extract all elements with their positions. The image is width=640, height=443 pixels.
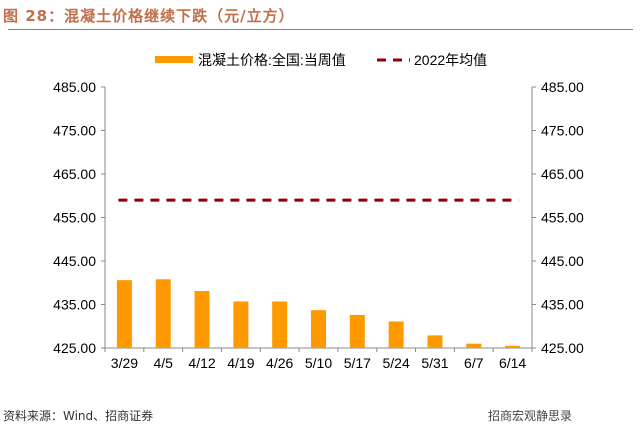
- bar-5/24: [388, 321, 404, 348]
- bar-5/31: [427, 335, 443, 348]
- x-tick-label: 4/12: [188, 355, 215, 371]
- x-tick-label: 6/7: [464, 355, 484, 371]
- bar-5/17: [349, 314, 365, 348]
- figure-title: 图 28：混凝土价格继续下跌（元/立方）: [3, 7, 295, 25]
- y-tick-label: 435.00: [53, 297, 96, 313]
- x-tick-label: 5/10: [305, 355, 332, 371]
- x-tick-label: 4/5: [153, 355, 173, 371]
- x-tick-label: 3/29: [111, 355, 138, 371]
- legend-bar-swatch: [155, 56, 193, 63]
- bar-3/29: [116, 280, 132, 348]
- source-note: 资料来源：Wind、招商证券: [3, 409, 154, 423]
- bar-4/12: [194, 291, 210, 348]
- bar-4/26: [272, 301, 288, 348]
- bar-5/10: [311, 310, 326, 348]
- y-tick-label: 485.00: [53, 79, 96, 95]
- x-tick-label: 5/24: [383, 355, 410, 371]
- y-tick-label: 425.00: [53, 340, 96, 356]
- right-y-tick-label: 475.00: [541, 123, 584, 139]
- y-tick-label: 465.00: [53, 166, 96, 182]
- right-y-tick-label: 465.00: [541, 166, 584, 182]
- legend-bar-label: 混凝土价格:全国:当周值: [198, 52, 346, 68]
- x-tick-label: 5/31: [421, 355, 448, 371]
- bar-4/5: [155, 279, 171, 348]
- watermark: 招商宏观静思录: [488, 409, 573, 423]
- right-y-tick-label: 445.00: [541, 253, 584, 269]
- y-tick-label: 445.00: [53, 253, 96, 269]
- x-tick-label: 4/19: [227, 355, 254, 371]
- bar-6/7: [466, 343, 482, 348]
- title-divider: [8, 29, 633, 30]
- x-tick-label: 5/17: [344, 355, 371, 371]
- y-tick-label: 475.00: [53, 123, 96, 139]
- right-y-tick-label: 485.00: [541, 79, 584, 95]
- right-y-tick-label: 425.00: [541, 340, 584, 356]
- y-tick-label: 455.00: [53, 210, 96, 226]
- x-tick-label: 4/26: [266, 355, 293, 371]
- legend-line-label: 2022年均值: [414, 52, 487, 68]
- x-tick-label: 6/14: [499, 355, 526, 371]
- right-y-tick-label: 455.00: [541, 210, 584, 226]
- bar-4/19: [233, 301, 249, 348]
- bar-6/14: [505, 345, 521, 348]
- right-y-tick-label: 435.00: [541, 297, 584, 313]
